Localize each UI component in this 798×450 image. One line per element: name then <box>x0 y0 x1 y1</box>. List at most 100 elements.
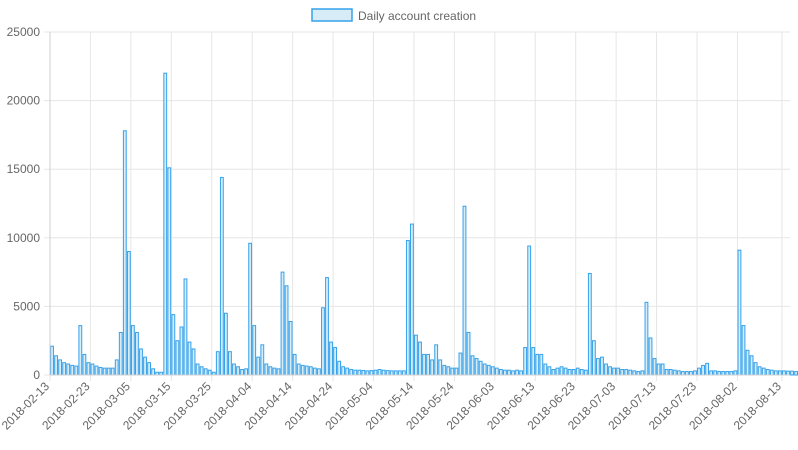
bar[interactable] <box>721 371 726 376</box>
bar[interactable] <box>114 359 119 376</box>
bar[interactable] <box>70 364 75 376</box>
bar[interactable] <box>777 370 782 376</box>
bar[interactable] <box>365 370 370 376</box>
bar[interactable] <box>741 325 746 376</box>
bar[interactable] <box>729 371 734 376</box>
bar[interactable] <box>689 371 693 376</box>
bar[interactable] <box>757 366 762 376</box>
bar[interactable] <box>175 340 180 376</box>
bar[interactable] <box>244 368 249 376</box>
bar[interactable] <box>240 369 244 376</box>
bar[interactable] <box>215 351 220 376</box>
bar[interactable] <box>74 365 79 376</box>
bar[interactable] <box>656 363 661 376</box>
bar[interactable] <box>668 369 673 376</box>
bar[interactable] <box>462 205 467 376</box>
bar[interactable] <box>203 368 208 376</box>
bar[interactable] <box>567 369 572 376</box>
bar[interactable] <box>361 369 366 376</box>
bar[interactable] <box>82 353 87 376</box>
bar[interactable] <box>410 223 414 376</box>
bar[interactable] <box>268 366 273 376</box>
bar[interactable] <box>535 353 540 376</box>
bar[interactable] <box>62 362 67 376</box>
bar[interactable] <box>676 370 681 376</box>
bar[interactable] <box>118 331 123 376</box>
bar[interactable] <box>135 331 139 376</box>
bar[interactable] <box>697 367 701 376</box>
bar[interactable] <box>276 368 281 376</box>
bar[interactable] <box>207 369 212 376</box>
bar[interactable] <box>272 367 277 376</box>
bar[interactable] <box>130 325 135 376</box>
bar[interactable] <box>559 366 564 376</box>
bar[interactable] <box>539 353 544 376</box>
bar[interactable] <box>547 366 552 376</box>
bar[interactable] <box>252 325 257 376</box>
bar[interactable] <box>183 278 188 376</box>
bar[interactable] <box>195 363 200 376</box>
bar[interactable] <box>418 341 422 376</box>
bar[interactable] <box>357 369 362 376</box>
bar[interactable] <box>786 370 790 376</box>
bar[interactable] <box>94 365 99 376</box>
bar[interactable] <box>563 367 568 376</box>
bar[interactable] <box>333 347 338 376</box>
bar[interactable] <box>579 369 584 376</box>
bar[interactable] <box>612 367 617 376</box>
bar[interactable] <box>284 285 289 376</box>
bar[interactable] <box>300 364 305 376</box>
bar[interactable] <box>98 366 103 376</box>
bar[interactable] <box>616 367 621 376</box>
bar[interactable] <box>106 367 111 376</box>
bar[interactable] <box>596 358 600 376</box>
bar[interactable] <box>725 371 730 376</box>
bar[interactable] <box>753 362 758 376</box>
bar[interactable] <box>503 369 507 376</box>
bar[interactable] <box>187 341 192 376</box>
bar[interactable] <box>628 369 633 376</box>
bar[interactable] <box>102 367 107 376</box>
bar[interactable] <box>490 366 495 376</box>
bar[interactable] <box>790 370 794 376</box>
bar[interactable] <box>171 314 176 376</box>
bar[interactable] <box>624 369 629 376</box>
bar[interactable] <box>486 364 491 376</box>
bar[interactable] <box>482 363 487 376</box>
bar[interactable] <box>78 325 83 376</box>
bar[interactable] <box>223 312 228 376</box>
bar[interactable] <box>470 355 475 376</box>
bar[interactable] <box>640 370 645 376</box>
bar[interactable] <box>430 359 435 376</box>
bar[interactable] <box>54 355 58 376</box>
bar[interactable] <box>761 367 766 376</box>
bar[interactable] <box>608 366 612 376</box>
bar[interactable] <box>90 363 95 376</box>
bar[interactable] <box>321 307 325 376</box>
bar[interactable] <box>575 367 580 376</box>
bar[interactable] <box>794 371 798 376</box>
bar[interactable] <box>454 367 459 376</box>
bar[interactable] <box>660 363 665 376</box>
bar[interactable] <box>308 366 313 376</box>
bar[interactable] <box>583 369 588 376</box>
bar[interactable] <box>769 369 774 376</box>
bar[interactable] <box>312 367 317 376</box>
bar[interactable] <box>749 355 754 376</box>
bar[interactable] <box>555 367 560 376</box>
bar[interactable] <box>632 370 637 376</box>
bar[interactable] <box>600 356 604 376</box>
bar[interactable] <box>422 353 426 376</box>
bar[interactable] <box>515 369 519 376</box>
bar[interactable] <box>337 360 342 376</box>
bar[interactable] <box>745 349 750 376</box>
bar[interactable] <box>288 320 293 376</box>
bar[interactable] <box>474 358 479 376</box>
bar[interactable] <box>442 364 447 376</box>
bar[interactable] <box>523 347 528 376</box>
bar[interactable] <box>377 369 382 376</box>
bar[interactable] <box>86 362 91 376</box>
bar[interactable] <box>636 371 641 376</box>
bar[interactable] <box>511 370 515 376</box>
bar[interactable] <box>684 371 689 376</box>
